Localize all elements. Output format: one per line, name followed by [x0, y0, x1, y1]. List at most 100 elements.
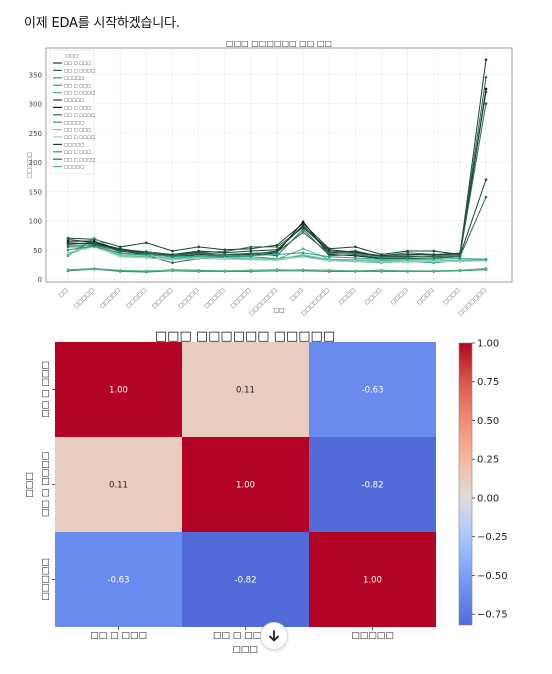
- data-point: [92, 243, 96, 247]
- scroll-down-button[interactable]: [260, 622, 288, 650]
- legend-label: □□ □ □□□: [64, 150, 91, 155]
- data-point: [118, 269, 122, 272]
- data-point: [354, 252, 357, 255]
- y-tick-label: 150: [29, 188, 42, 196]
- data-point: [66, 251, 70, 255]
- x-tick-label: □□□□□: [230, 287, 253, 310]
- cell-value-label: -0.82: [235, 576, 257, 586]
- heatmap-cell: [182, 342, 309, 437]
- data-point: [171, 269, 174, 272]
- legend-label: □□ □ □□□: [64, 84, 91, 89]
- x-tick-label: □□□□□: [177, 287, 200, 310]
- legend-label: □□ □ □□□: [64, 106, 91, 111]
- data-point: [432, 255, 436, 259]
- x-tick-label: □□□□□: [204, 287, 227, 310]
- data-point: [484, 90, 488, 94]
- intro-message: 이제 EDA를 시작하겠습니다.: [24, 16, 180, 31]
- data-point: [118, 249, 122, 253]
- legend-label: □□ □ □□□□: [64, 136, 95, 141]
- data-point: [197, 254, 200, 257]
- legend-label: □□□□□: [64, 165, 84, 170]
- data-point: [118, 252, 122, 255]
- colorbar-tick-label: 0.00: [477, 493, 499, 504]
- data-point: [145, 256, 148, 260]
- data-point: [275, 269, 279, 272]
- data-point: [301, 268, 305, 272]
- data-point: [406, 260, 409, 264]
- colorbar-tick-label: 0.75: [477, 377, 499, 388]
- heatmap-title: □□□ □□□□□□ □□□□□: [155, 329, 335, 344]
- data-point: [249, 252, 253, 255]
- data-point: [249, 254, 253, 257]
- y-tick-label: □□ □ □□□□: [41, 452, 51, 517]
- data-point: [197, 245, 200, 249]
- x-tick-label: □□□□□: [125, 287, 148, 310]
- heatmap-cell: [55, 532, 182, 627]
- heatmap-cell: [55, 342, 182, 437]
- x-tick-label: □□□□□□□: [301, 287, 331, 317]
- data-point: [66, 241, 70, 245]
- data-point: [92, 239, 96, 243]
- y-tick-label: 0: [38, 276, 42, 284]
- data-point: [484, 102, 488, 105]
- cell-value-label: 1.00: [236, 481, 255, 491]
- x-tick-label: □□□□□□□: [457, 287, 487, 317]
- x-axis-label: □□□: [232, 645, 258, 655]
- data-point: [145, 241, 148, 245]
- x-tick-label: □□□□□: [99, 287, 122, 310]
- data-point: [458, 260, 462, 263]
- x-tick-label: □□□□□: [73, 287, 96, 310]
- legend-label: □□ □ □□□□: [64, 113, 95, 118]
- x-tick-label: □□ □ □□□: [90, 631, 147, 641]
- data-point: [406, 269, 409, 273]
- legend-label: □□□□□: [64, 76, 84, 81]
- x-tick-label: □□: [58, 287, 70, 299]
- cell-value-label: -0.63: [108, 576, 130, 586]
- data-point: [327, 259, 331, 263]
- data-point: [301, 247, 305, 250]
- data-point: [92, 236, 96, 240]
- x-tick-label: □□□□: [442, 287, 461, 306]
- correlation-heatmap: □□□ □□□□□□ □□□□□ 1.00 0.11 -0.63 0.11 1.00 -0.…: [25, 329, 508, 655]
- cell-value-label: -0.82: [362, 481, 384, 491]
- data-point: [327, 269, 331, 272]
- cell-value-label: 1.00: [363, 576, 382, 586]
- y-tick-label: □□□□□: [41, 558, 51, 601]
- x-tick-label: □□□□□: [351, 631, 394, 641]
- y-tick-label: □□ □ □□□: [41, 361, 51, 418]
- data-point: [275, 250, 279, 254]
- data-point: [432, 253, 436, 256]
- colorbar-tick-label: −0.75: [477, 610, 508, 621]
- x-tick-label: □□□□: [338, 287, 357, 306]
- legend: □□□ □□ □ □□□ □□ □ □□□□ □□□□□ □□ □ □□□ □□ □ □□…: [49, 49, 95, 175]
- data-point: [275, 248, 279, 252]
- data-point: [484, 58, 488, 61]
- data-point: [249, 249, 253, 253]
- data-point: [484, 87, 488, 91]
- data-point: [484, 195, 488, 199]
- data-point: [66, 268, 70, 272]
- y-tick-label: 100: [29, 218, 42, 226]
- data-point: [145, 252, 148, 255]
- data-point: [171, 258, 174, 262]
- data-point: [484, 75, 488, 79]
- legend-title: □□□: [66, 54, 79, 59]
- data-point: [275, 253, 279, 256]
- legend-label: □□ □ □□□□: [64, 69, 95, 74]
- cell-value-label: 0.11: [236, 386, 255, 396]
- arrow-down-icon: [269, 630, 279, 642]
- colorbar-tick-label: 0.25: [477, 455, 499, 466]
- legend-label: □□ □ □□□: [64, 128, 91, 133]
- data-point: [171, 249, 174, 253]
- data-point: [197, 269, 200, 273]
- data-point: [406, 257, 409, 261]
- y-tick-label: 300: [29, 101, 42, 109]
- data-point: [275, 259, 279, 262]
- heatmap-cell: [182, 532, 309, 627]
- line-chart-title: □□□ □□□□□□ □□ □□: [226, 39, 332, 48]
- data-point: [380, 257, 383, 261]
- data-point: [458, 269, 462, 272]
- data-point: [249, 269, 253, 272]
- cell-value-label: -0.63: [362, 386, 384, 396]
